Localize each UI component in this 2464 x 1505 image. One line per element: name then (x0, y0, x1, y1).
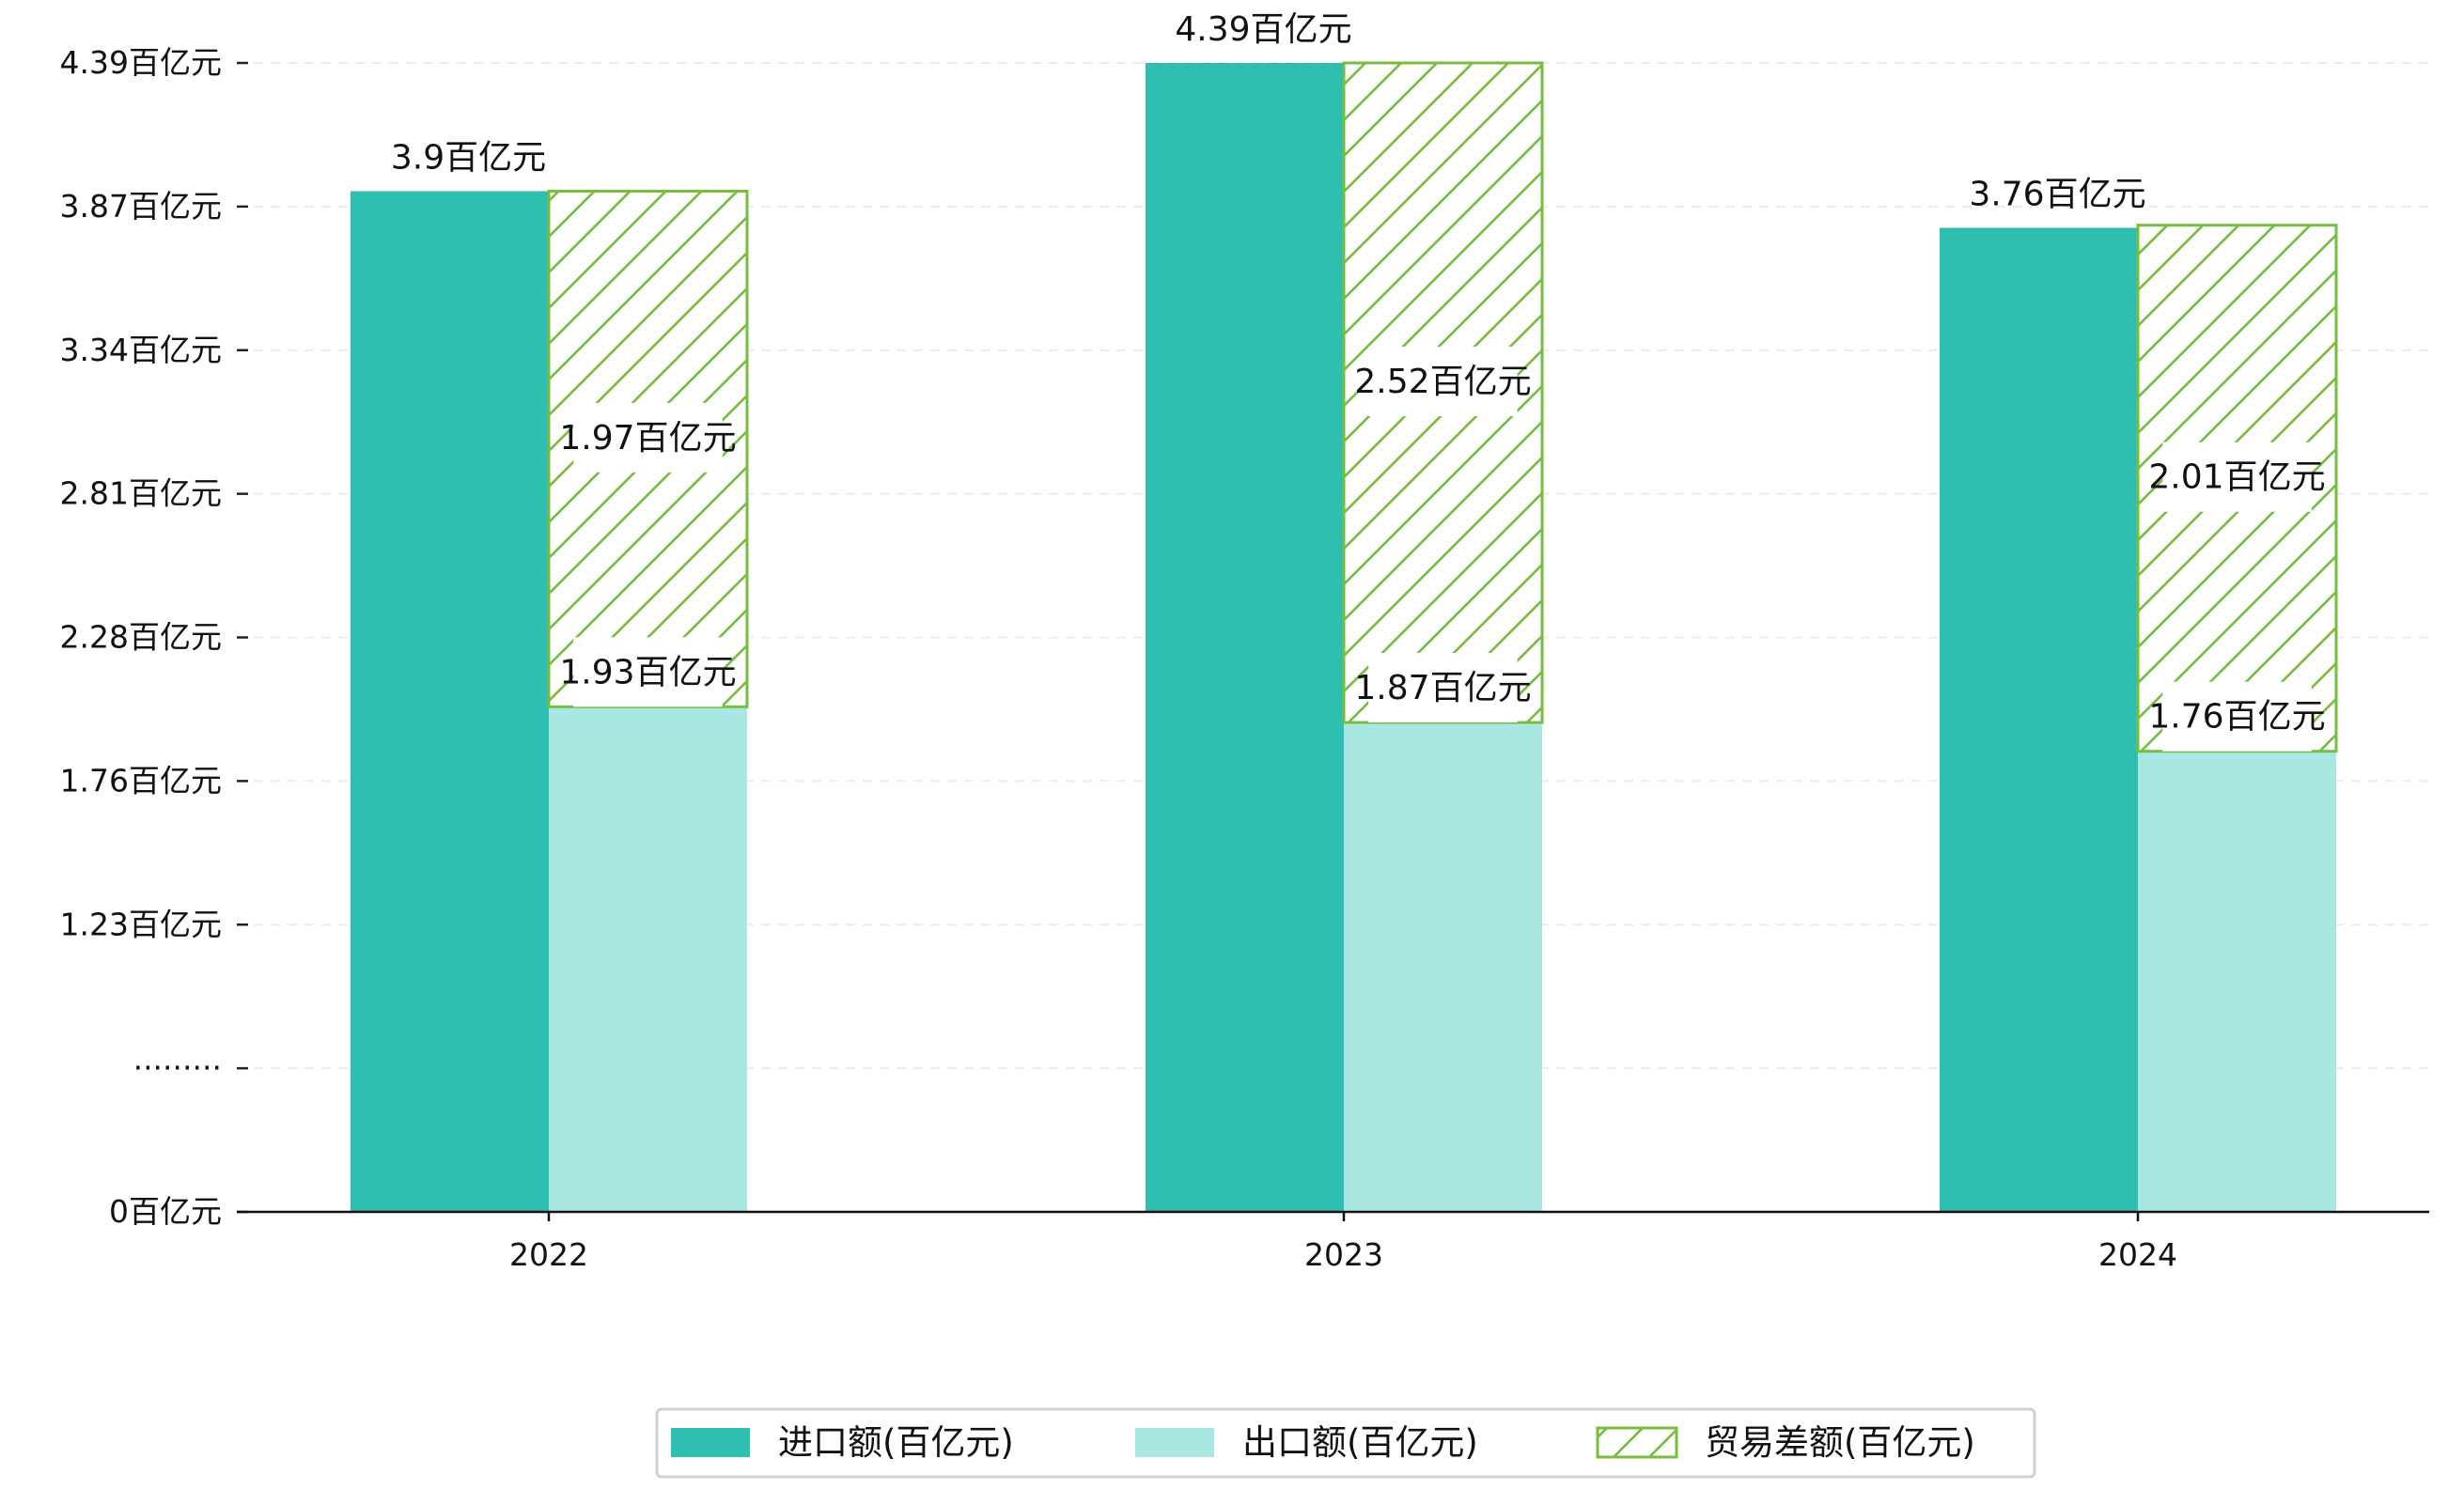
legend-swatch-1 (1135, 1428, 1214, 1457)
label-export-2023: 1.87百亿元 (1354, 669, 1531, 707)
legend-label-2: 贸易差额(百亿元) (1705, 1422, 1975, 1463)
label-balance-2023: 2.52百亿元 (1354, 363, 1531, 401)
legend-swatch-2 (1596, 1426, 1678, 1459)
bar-export-2024 (2138, 751, 2336, 1212)
label-export-2022: 1.93百亿元 (559, 653, 736, 691)
label-balance-2024: 2.01百亿元 (2148, 458, 2325, 497)
y-tick-label: 1.76百亿元 (60, 762, 222, 799)
y-tick-label: 3.87百亿元 (60, 188, 222, 225)
legend-label-0: 进口额(百亿元) (778, 1422, 1014, 1463)
label-balance-2023-bg (1368, 347, 1518, 417)
x-tick-label-2024: 2024 (2098, 1236, 2177, 1273)
y-tick-label: 4.39百亿元 (60, 44, 222, 81)
label-export-2024-bg (2162, 681, 2312, 752)
label-import-2022: 3.9百亿元 (391, 139, 546, 178)
bar-import-2022 (351, 191, 549, 1213)
legend-swatch-0 (671, 1428, 750, 1457)
legend-box (655, 1407, 2036, 1479)
bar-import-2024 (1940, 227, 2138, 1212)
bar-export-2022 (549, 706, 747, 1212)
label-export-2022-bg (573, 637, 723, 707)
axes: 0百亿元 ········· 1.23百亿元 1.76百亿元 2.28百亿元 2.81百亿… (60, 44, 2429, 1273)
legend-label-1: 出口额(百亿元) (1242, 1422, 1478, 1463)
label-import-2024: 3.76百亿元 (1969, 176, 2145, 214)
label-export-2023-bg (1368, 653, 1518, 723)
y-tick-label: 2.81百亿元 (60, 475, 222, 512)
y-tick-label: ········· (133, 1049, 222, 1086)
y-tick-label: 0百亿元 (109, 1193, 222, 1230)
label-export-2024: 1.76百亿元 (2148, 698, 2325, 737)
label-balance-2024-bg (2162, 442, 2312, 512)
x-tick-label-2023: 2023 (1304, 1236, 1383, 1273)
bar-import-2023 (1146, 63, 1344, 1212)
y-tick-label: 2.28百亿元 (60, 619, 222, 656)
legend: 进口额(百亿元) 出口额(百亿元) 贸易差额(百亿元) (655, 1407, 2036, 1479)
bar-export-2023 (1344, 722, 1542, 1212)
y-tick-label: 3.34百亿元 (60, 332, 222, 368)
data-labels: 3.9百亿元 1.93百亿元 1.97百亿元 4.39百亿元 1.87百亿元 2.52百亿… (391, 10, 2326, 752)
label-balance-2022: 1.97百亿元 (559, 419, 736, 458)
label-balance-2022-bg (573, 402, 723, 473)
y-tick-label: 1.23百亿元 (60, 906, 222, 942)
x-tick-label-2022: 2022 (509, 1236, 588, 1273)
label-import-2023: 4.39百亿元 (1175, 10, 1351, 49)
